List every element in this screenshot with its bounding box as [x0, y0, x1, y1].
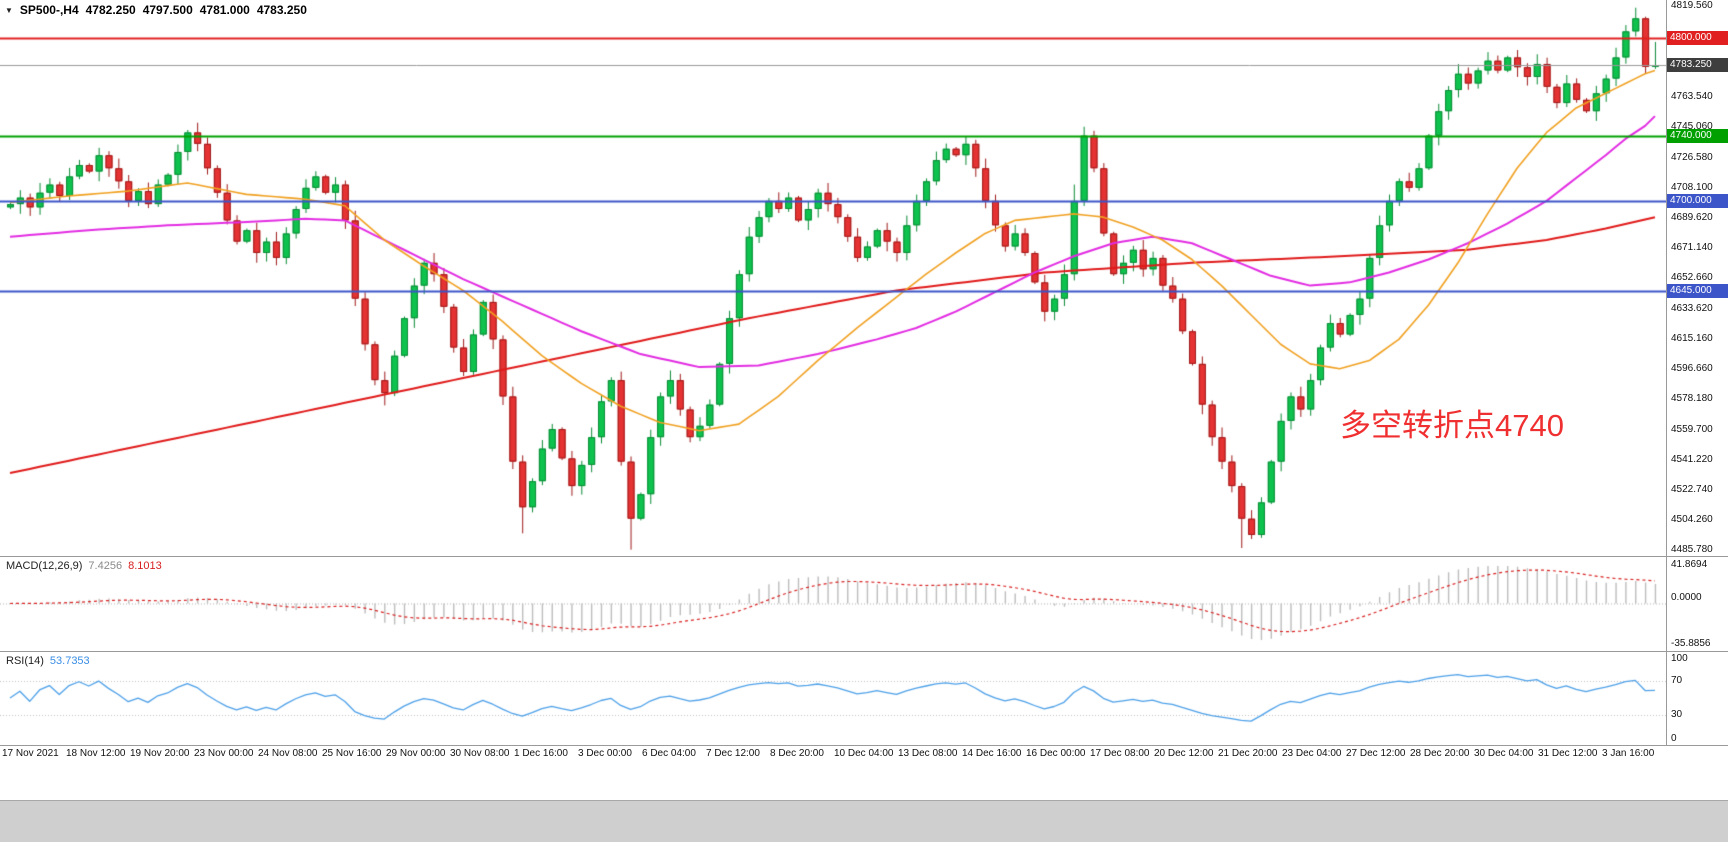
time-axis-label: 3 Dec 00:00: [578, 748, 632, 759]
price-chart-canvas[interactable]: [0, 0, 1666, 556]
price-axis-label: 4633.620: [1671, 303, 1713, 315]
pane-separator: [0, 651, 1728, 652]
time-axis-label: 14 Dec 16:00: [962, 748, 1022, 759]
price-badge-4645.000: 4645.000: [1667, 283, 1728, 298]
price-axis-label: 4578.180: [1671, 393, 1713, 405]
symbol-period-label: SP500-,H4: [19, 3, 79, 17]
rsi-value: 53.7353: [49, 655, 90, 667]
rsi-axis-30: 30: [1671, 708, 1683, 720]
price-axis-label: 4522.740: [1671, 483, 1713, 495]
high-value: 4797.500: [142, 3, 193, 17]
price-axis-label: 4504.260: [1671, 513, 1713, 525]
time-axis-label: 27 Dec 12:00: [1346, 748, 1406, 759]
macd-indicator-canvas[interactable]: [0, 557, 1666, 651]
pane-separator: [0, 745, 1728, 746]
macd-signal-value: 8.1013: [128, 560, 162, 572]
chart-annotation-text: 多空转折点4740: [1340, 408, 1564, 443]
macd-axis-min: -35.8856: [1671, 638, 1711, 649]
macd-indicator-header: MACD(12,26,9) 7.4256 8.1013: [6, 560, 162, 572]
price-axis-label: 4763.540: [1671, 91, 1713, 103]
price-axis-label: 4819.560: [1671, 0, 1713, 11]
price-badge-4700.000: 4700.000: [1667, 193, 1728, 208]
time-axis-label: 21 Dec 20:00: [1218, 748, 1278, 759]
price-badge-4740.000: 4740.000: [1667, 128, 1728, 143]
time-axis-label: 23 Dec 04:00: [1282, 748, 1342, 759]
price-axis-label: 4485.780: [1671, 544, 1713, 555]
low-value: 4781.000: [199, 3, 250, 17]
time-axis-label: 17 Nov 2021: [2, 748, 59, 759]
chart-header: ▼ SP500-,H4 4782.250 4797.500 4781.000 4…: [5, 3, 307, 17]
time-axis-label: 28 Dec 20:00: [1410, 748, 1470, 759]
time-axis-label: 31 Dec 12:00: [1538, 748, 1598, 759]
price-axis-label: 4671.140: [1671, 241, 1713, 253]
price-axis-label: 4726.580: [1671, 151, 1713, 163]
rsi-indicator-header: RSI(14) 53.7353: [6, 655, 90, 667]
time-axis-label: 23 Nov 00:00: [194, 748, 254, 759]
close-value: 4783.250: [256, 3, 307, 17]
macd-main-value: 7.4256: [88, 560, 123, 572]
time-axis: 17 Nov 2021 18 Nov 12:00 19 Nov 20:00 23 No…: [0, 748, 1666, 764]
time-axis-label: 10 Dec 04:00: [834, 748, 894, 759]
price-axis-label: 4596.660: [1671, 363, 1713, 375]
pane-separator: [0, 556, 1728, 557]
price-axis-label: 4559.700: [1671, 423, 1713, 435]
rsi-axis-70: 70: [1671, 675, 1683, 687]
macd-axis-max: 41.8694: [1671, 559, 1708, 570]
time-axis-label: 19 Nov 20:00: [130, 748, 190, 759]
time-axis-label: 8 Dec 20:00: [770, 748, 824, 759]
price-axis-label: 4708.100: [1671, 181, 1713, 193]
rsi-name-label: RSI(14): [6, 655, 44, 667]
price-axis-label: 4541.220: [1671, 453, 1713, 465]
price-badge-4783.250: 4783.250: [1667, 58, 1728, 73]
time-axis-label: 18 Nov 12:00: [66, 748, 126, 759]
time-axis-label: 13 Dec 08:00: [898, 748, 958, 759]
macd-name-label: MACD(12,26,9): [6, 560, 83, 572]
time-axis-label: 16 Dec 00:00: [1026, 748, 1086, 759]
symbol-dropdown-icon[interactable]: ▼: [5, 5, 13, 15]
time-axis-label: 24 Nov 08:00: [258, 748, 318, 759]
macd-axis-zero: 0.0000: [1671, 592, 1702, 604]
price-axis-label: 4615.160: [1671, 333, 1713, 345]
price-badge-4800.000: 4800.000: [1667, 30, 1728, 45]
rsi-indicator-canvas[interactable]: [0, 652, 1666, 745]
time-axis-label: 30 Nov 08:00: [450, 748, 510, 759]
time-axis-label: 29 Nov 00:00: [386, 748, 446, 759]
time-axis-label: 25 Nov 16:00: [322, 748, 382, 759]
open-value: 4782.250: [85, 3, 136, 17]
price-axis: 4819.560 4763.540 4745.060 4726.580 4708.100…: [1667, 0, 1728, 770]
price-axis-label: 4689.620: [1671, 211, 1713, 223]
time-axis-label: 6 Dec 04:00: [642, 748, 696, 759]
time-axis-label: 20 Dec 12:00: [1154, 748, 1214, 759]
price-axis-label: 4652.660: [1671, 272, 1713, 284]
bottom-gray-strip: [0, 800, 1728, 842]
rsi-axis-100: 100: [1671, 653, 1688, 664]
time-axis-label: 7 Dec 12:00: [706, 748, 760, 759]
price-axis-separator: [1666, 0, 1667, 745]
time-axis-label: 30 Dec 04:00: [1474, 748, 1534, 759]
time-axis-label: 17 Dec 08:00: [1090, 748, 1150, 759]
rsi-axis-0: 0: [1671, 733, 1677, 744]
time-axis-label: 3 Jan 16:00: [1602, 748, 1655, 759]
time-axis-label: 1 Dec 16:00: [514, 748, 568, 759]
price-axis-label: 4745.060: [1671, 121, 1713, 133]
